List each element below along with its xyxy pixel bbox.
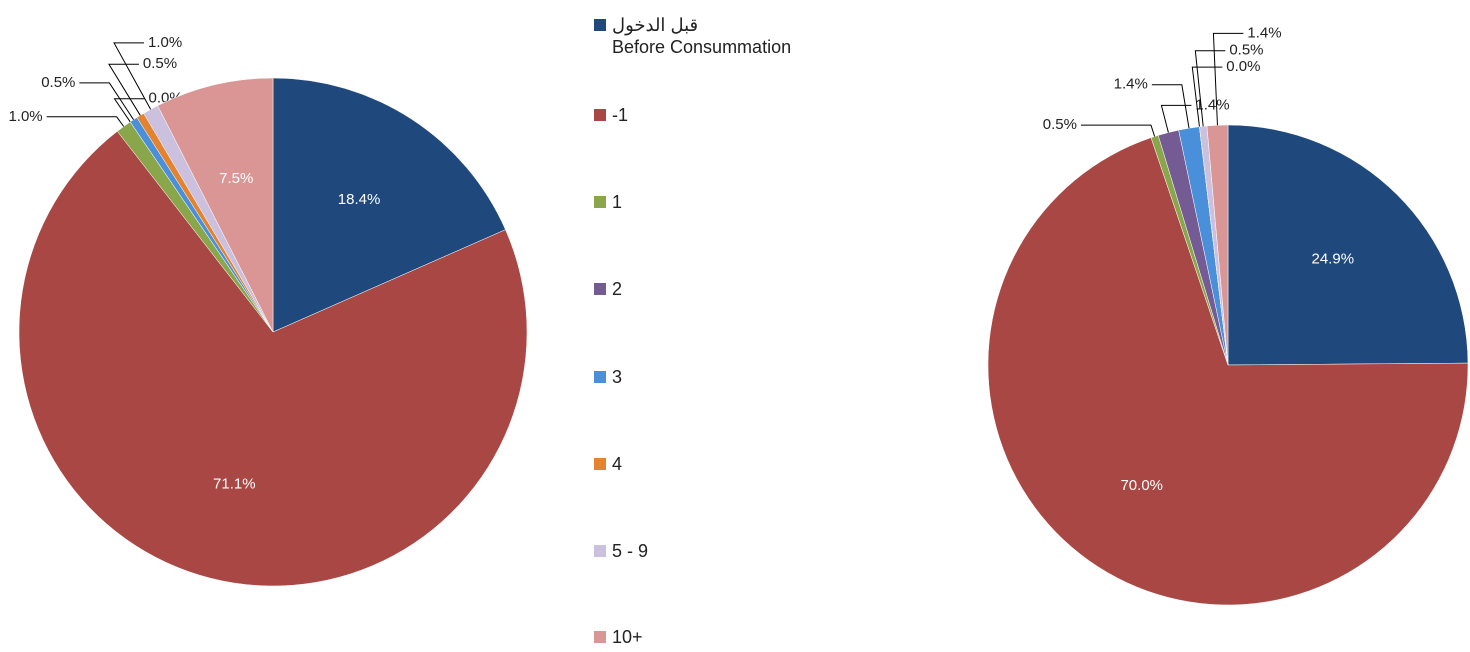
legend: قبل الدخول Before Consummation -1 1 2 3 4 5 - … <box>594 0 894 652</box>
data-label: 1.0% <box>8 108 42 125</box>
legend-item: 4 <box>594 453 622 475</box>
legend-item: 10+ <box>594 626 643 648</box>
legend-swatch <box>594 109 606 121</box>
leader-line <box>113 42 152 110</box>
pie-slice <box>272 77 506 333</box>
legend-swatch <box>594 631 606 643</box>
data-label: 0.5% <box>1043 116 1077 133</box>
legend-swatch <box>594 458 606 470</box>
data-label: 7.5% <box>219 170 253 187</box>
data-label: 1.4% <box>1247 24 1281 41</box>
legend-label: 3 <box>612 367 623 387</box>
legend-swatch <box>594 283 606 295</box>
leader-line <box>1194 50 1226 127</box>
legend-label: -1 <box>612 105 629 125</box>
legend-swatch <box>594 545 606 557</box>
leader-line <box>1212 32 1244 126</box>
legend-label: 5 - 9 <box>612 541 649 561</box>
leader-line <box>1151 84 1190 129</box>
data-label: 70.0% <box>1120 477 1163 494</box>
pie-slice <box>157 77 274 333</box>
data-label: 0.0% <box>1226 58 1260 75</box>
data-label: 1.4% <box>1195 96 1229 113</box>
leader-line <box>1191 66 1223 127</box>
leader-line <box>113 98 145 123</box>
pie-slice <box>18 130 528 587</box>
data-label: 0.5% <box>41 74 75 91</box>
data-label: 1.0% <box>148 34 182 51</box>
data-label: 1.4% <box>1114 76 1148 93</box>
data-label: 18.4% <box>338 191 381 208</box>
legend-label: قبل الدخول Before Consummation <box>612 15 792 57</box>
legend-label: 1 <box>612 192 623 212</box>
pie-slice <box>1227 124 1469 366</box>
legend-label: 10+ <box>612 627 643 647</box>
legend-item: 5 - 9 <box>594 540 648 562</box>
legend-swatch <box>594 196 606 208</box>
legend-item: 2 <box>594 278 622 300</box>
legend-item: -1 <box>594 104 628 126</box>
pie-slice <box>1206 124 1229 366</box>
data-label: 24.9% <box>1312 250 1355 267</box>
leader-line <box>1080 124 1156 137</box>
data-label: 71.1% <box>213 476 256 493</box>
data-label: 0.5% <box>143 55 177 72</box>
legend-item: قبل الدخول Before Consummation <box>594 14 791 58</box>
leader-line <box>1160 104 1192 133</box>
pie-slice <box>987 137 1469 606</box>
legend-item: 1 <box>594 191 622 213</box>
legend-swatch <box>594 371 606 383</box>
data-label: 0.5% <box>1229 42 1263 59</box>
legend-label: 4 <box>612 454 623 474</box>
leader-line <box>108 63 141 116</box>
leader-line <box>79 82 134 120</box>
legend-label: 2 <box>612 279 623 299</box>
leader-line <box>46 116 125 127</box>
legend-item: 3 <box>594 366 622 388</box>
legend-swatch <box>594 19 606 31</box>
